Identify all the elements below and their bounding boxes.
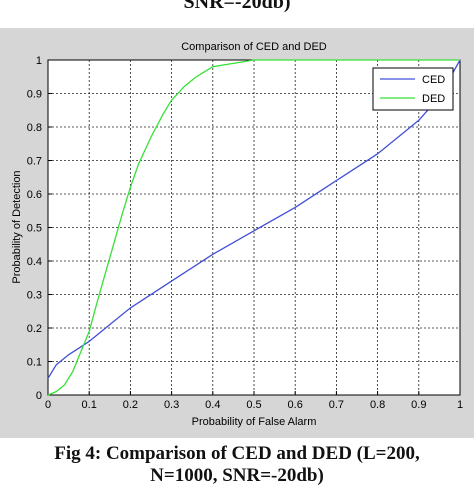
legend-ded-label: DED (422, 93, 445, 105)
y-axis-label: Probability of Detection (11, 170, 23, 283)
legend: CED DED (372, 67, 454, 111)
y-tick-label: 0.5 (27, 223, 42, 235)
legend-box (372, 67, 454, 111)
x-tick-label: 0.2 (123, 399, 138, 411)
series-layer (47, 59, 461, 396)
x-tick-label: 0.9 (411, 399, 426, 411)
y-tick-label: 0.2 (27, 323, 42, 335)
chart: 0 0.1 0.2 0.3 0.4 0.5 0.6 0.7 0.8 0.9 1 0 0.1 0.2 0.3 0… (11, 41, 463, 428)
series-line-ced (47, 59, 461, 379)
x-tick-label: 0.6 (288, 399, 303, 411)
x-tick-label: 0.3 (164, 399, 179, 411)
y-tick-label: 0.7 (27, 156, 42, 168)
y-tick-label: 0.1 (27, 357, 42, 369)
x-tick-label: 0.4 (205, 399, 220, 411)
x-tick-label: 0.5 (246, 399, 261, 411)
figure-caption: Fig 4: Comparison of CED and DED (L=200,… (0, 443, 474, 487)
axis-ticks: 0 0.1 0.2 0.3 0.4 0.5 0.6 0.7 0.8 0.9 1 0 0.1 0.2 0.3 0… (27, 55, 463, 411)
figure-caption-top-fragment: SNR=-20db) (183, 0, 291, 13)
x-tick-label: 0.7 (329, 399, 344, 411)
chart-title: Comparison of CED and DED (181, 41, 327, 53)
y-tick-label: 0 (36, 390, 42, 402)
x-axis-label: Probability of False Alarm (192, 416, 317, 428)
x-tick-label: 0.1 (82, 399, 97, 411)
grid-lines (48, 60, 460, 395)
y-tick-label: 0.3 (27, 290, 42, 302)
y-tick-label: 1 (36, 55, 42, 67)
x-tick-label: 0 (45, 399, 51, 411)
y-tick-label: 0.4 (27, 256, 42, 268)
figure-caption-line-2: N=1000, SNR=-20db) (150, 465, 324, 486)
y-tick-label: 0.6 (27, 189, 42, 201)
x-tick-label: 0.8 (370, 399, 385, 411)
y-tick-label: 0.9 (27, 89, 42, 101)
legend-ced-label: CED (422, 74, 445, 86)
figure-caption-line-1: Fig 4: Comparison of CED and DED (L=200, (54, 443, 420, 464)
series-line-ded (47, 59, 460, 396)
y-tick-label: 0.8 (27, 122, 42, 134)
x-tick-label: 1 (457, 399, 463, 411)
